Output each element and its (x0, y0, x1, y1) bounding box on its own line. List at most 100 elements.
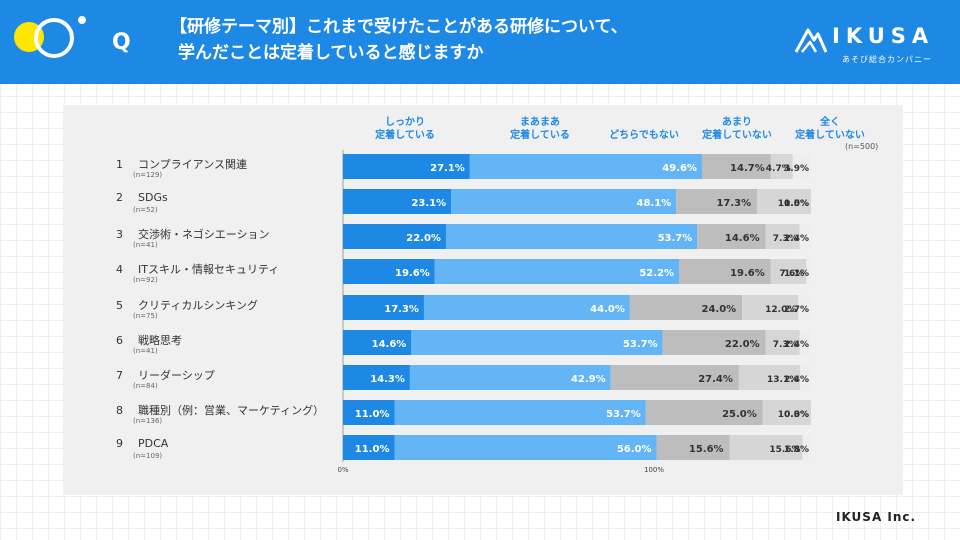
bar-segment (738, 365, 801, 390)
bar-segment (742, 295, 799, 320)
category-sample-size: (n=41) (133, 241, 158, 249)
data-label: 2.4% (784, 340, 809, 350)
legend-s2: まあまあ 定着している (495, 116, 585, 142)
bar-segment (610, 365, 739, 390)
data-label: 2.7% (784, 305, 809, 315)
legend-label: どちらでもない (609, 130, 679, 141)
legend-s5: 全く 定着していない (782, 116, 878, 142)
bar-segment (762, 400, 811, 425)
question-mark: Q (112, 30, 131, 55)
data-label: 7.3% (773, 340, 798, 350)
data-label: 49.6% (662, 163, 697, 174)
category-sample-size: (n=41) (133, 347, 158, 355)
category-label: 4 ITスキル・情報セキュリティ (116, 261, 279, 277)
bar-segment (343, 259, 435, 284)
bar-segment (469, 154, 702, 179)
header-banner: Q 【研修テーマ別】これまで受けたことがある研修について、 学んだことは定着して… (0, 0, 960, 84)
category-sample-size: (n=129) (133, 171, 163, 179)
bar-segment (656, 435, 730, 460)
category-name: PDCA (138, 437, 169, 450)
bar-segment (802, 435, 811, 460)
bar-segment (799, 330, 811, 355)
data-label: 14.6% (372, 339, 407, 350)
legend-s4: あまり 定着していない (690, 116, 784, 142)
bar-segment (394, 400, 646, 425)
category-number: 1 (116, 158, 123, 171)
category-sample-size: (n=92) (133, 276, 158, 284)
data-label: 17.3% (384, 304, 419, 315)
bar-segment (423, 295, 630, 320)
data-label: 52.2% (639, 268, 674, 279)
sample-size-note: (n=500) (845, 142, 879, 151)
category-sample-size: (n=84) (133, 382, 158, 390)
data-label: 53.7% (658, 233, 693, 244)
category-number: 8 (116, 404, 123, 417)
page-title: 【研修テーマ別】これまで受けたことがある研修について、 学んだことは定着している… (170, 14, 770, 66)
data-label: 25.0% (722, 409, 757, 420)
bar-segment (409, 365, 611, 390)
category-label: 7 リーダーシップ (116, 367, 215, 383)
logo-mark-icon (794, 28, 828, 53)
bar-segment (770, 154, 793, 179)
category-label: 3 交渉術・ネゴシエーション (116, 226, 270, 242)
category-name: 職種別（例：営業、マーケティング） (138, 404, 325, 417)
data-label: 7.6% (779, 269, 804, 279)
bar-segment (451, 189, 677, 214)
ring-decoration (34, 18, 74, 58)
ikusa-logo: IKUSA あそび総合カンパニー (792, 20, 942, 70)
bar-segment (645, 400, 763, 425)
x-tick-label: 0% (337, 466, 348, 474)
category-label: 8 職種別（例：営業、マーケティング） (116, 402, 324, 418)
bar-segment (676, 189, 758, 214)
category-number: 6 (116, 334, 123, 347)
data-label: 56.0% (617, 444, 652, 455)
bar-segment (765, 224, 800, 249)
data-label: 12.0% (765, 305, 796, 315)
category-name: コンプライアンス関連 (138, 158, 248, 171)
data-label: 48.1% (637, 198, 672, 209)
category-label: 1 コンプライアンス関連 (116, 156, 247, 172)
data-label: 17.3% (716, 198, 751, 209)
legend-label: 全く 定着していない (795, 117, 865, 141)
bar-segment (343, 154, 470, 179)
bar-segment (394, 435, 657, 460)
category-number: 3 (116, 228, 123, 241)
category-name: クリティカルシンキング (138, 299, 259, 312)
dot-decoration (78, 16, 86, 24)
bar-segment (343, 224, 446, 249)
data-label: 1.1% (784, 269, 809, 279)
bar-segment (800, 365, 812, 390)
bar-segment (806, 259, 812, 284)
category-label: 2 SDGs (116, 191, 168, 204)
data-label: 2.4% (784, 234, 809, 244)
bar-segment (798, 295, 811, 320)
data-label: 24.0% (701, 304, 736, 315)
category-number: 7 (116, 369, 123, 382)
legend-label: あまり 定着していない (702, 117, 772, 141)
data-label: 7.3% (773, 234, 798, 244)
data-label: 11.5% (778, 199, 809, 209)
bar-segment (662, 330, 766, 355)
data-label: 22.0% (406, 233, 441, 244)
category-label: 9 PDCA (116, 437, 168, 450)
data-label: 3.9% (784, 164, 809, 174)
category-name: ITスキル・情報セキュリティ (138, 263, 280, 276)
logo-tagline: あそび総合カンパニー (842, 55, 932, 64)
bar-segment (343, 295, 424, 320)
bar-segment (629, 295, 743, 320)
category-label: 5 クリティカルシンキング (116, 297, 258, 313)
data-label: 27.1% (430, 163, 465, 174)
footer-company: IKUSA Inc. (836, 510, 917, 524)
data-label: 19.6% (730, 268, 765, 279)
bar-segment (729, 435, 803, 460)
data-label: 42.9% (571, 374, 606, 385)
bar-segment (757, 189, 811, 214)
bar-segment (792, 154, 811, 179)
category-name: 交渉術・ネゴシエーション (138, 228, 270, 241)
data-label: 27.4% (698, 374, 733, 385)
data-label: 2.4% (784, 375, 809, 385)
bar-segment (770, 259, 807, 284)
category-name: SDGs (138, 191, 168, 204)
category-number: 9 (116, 437, 123, 450)
